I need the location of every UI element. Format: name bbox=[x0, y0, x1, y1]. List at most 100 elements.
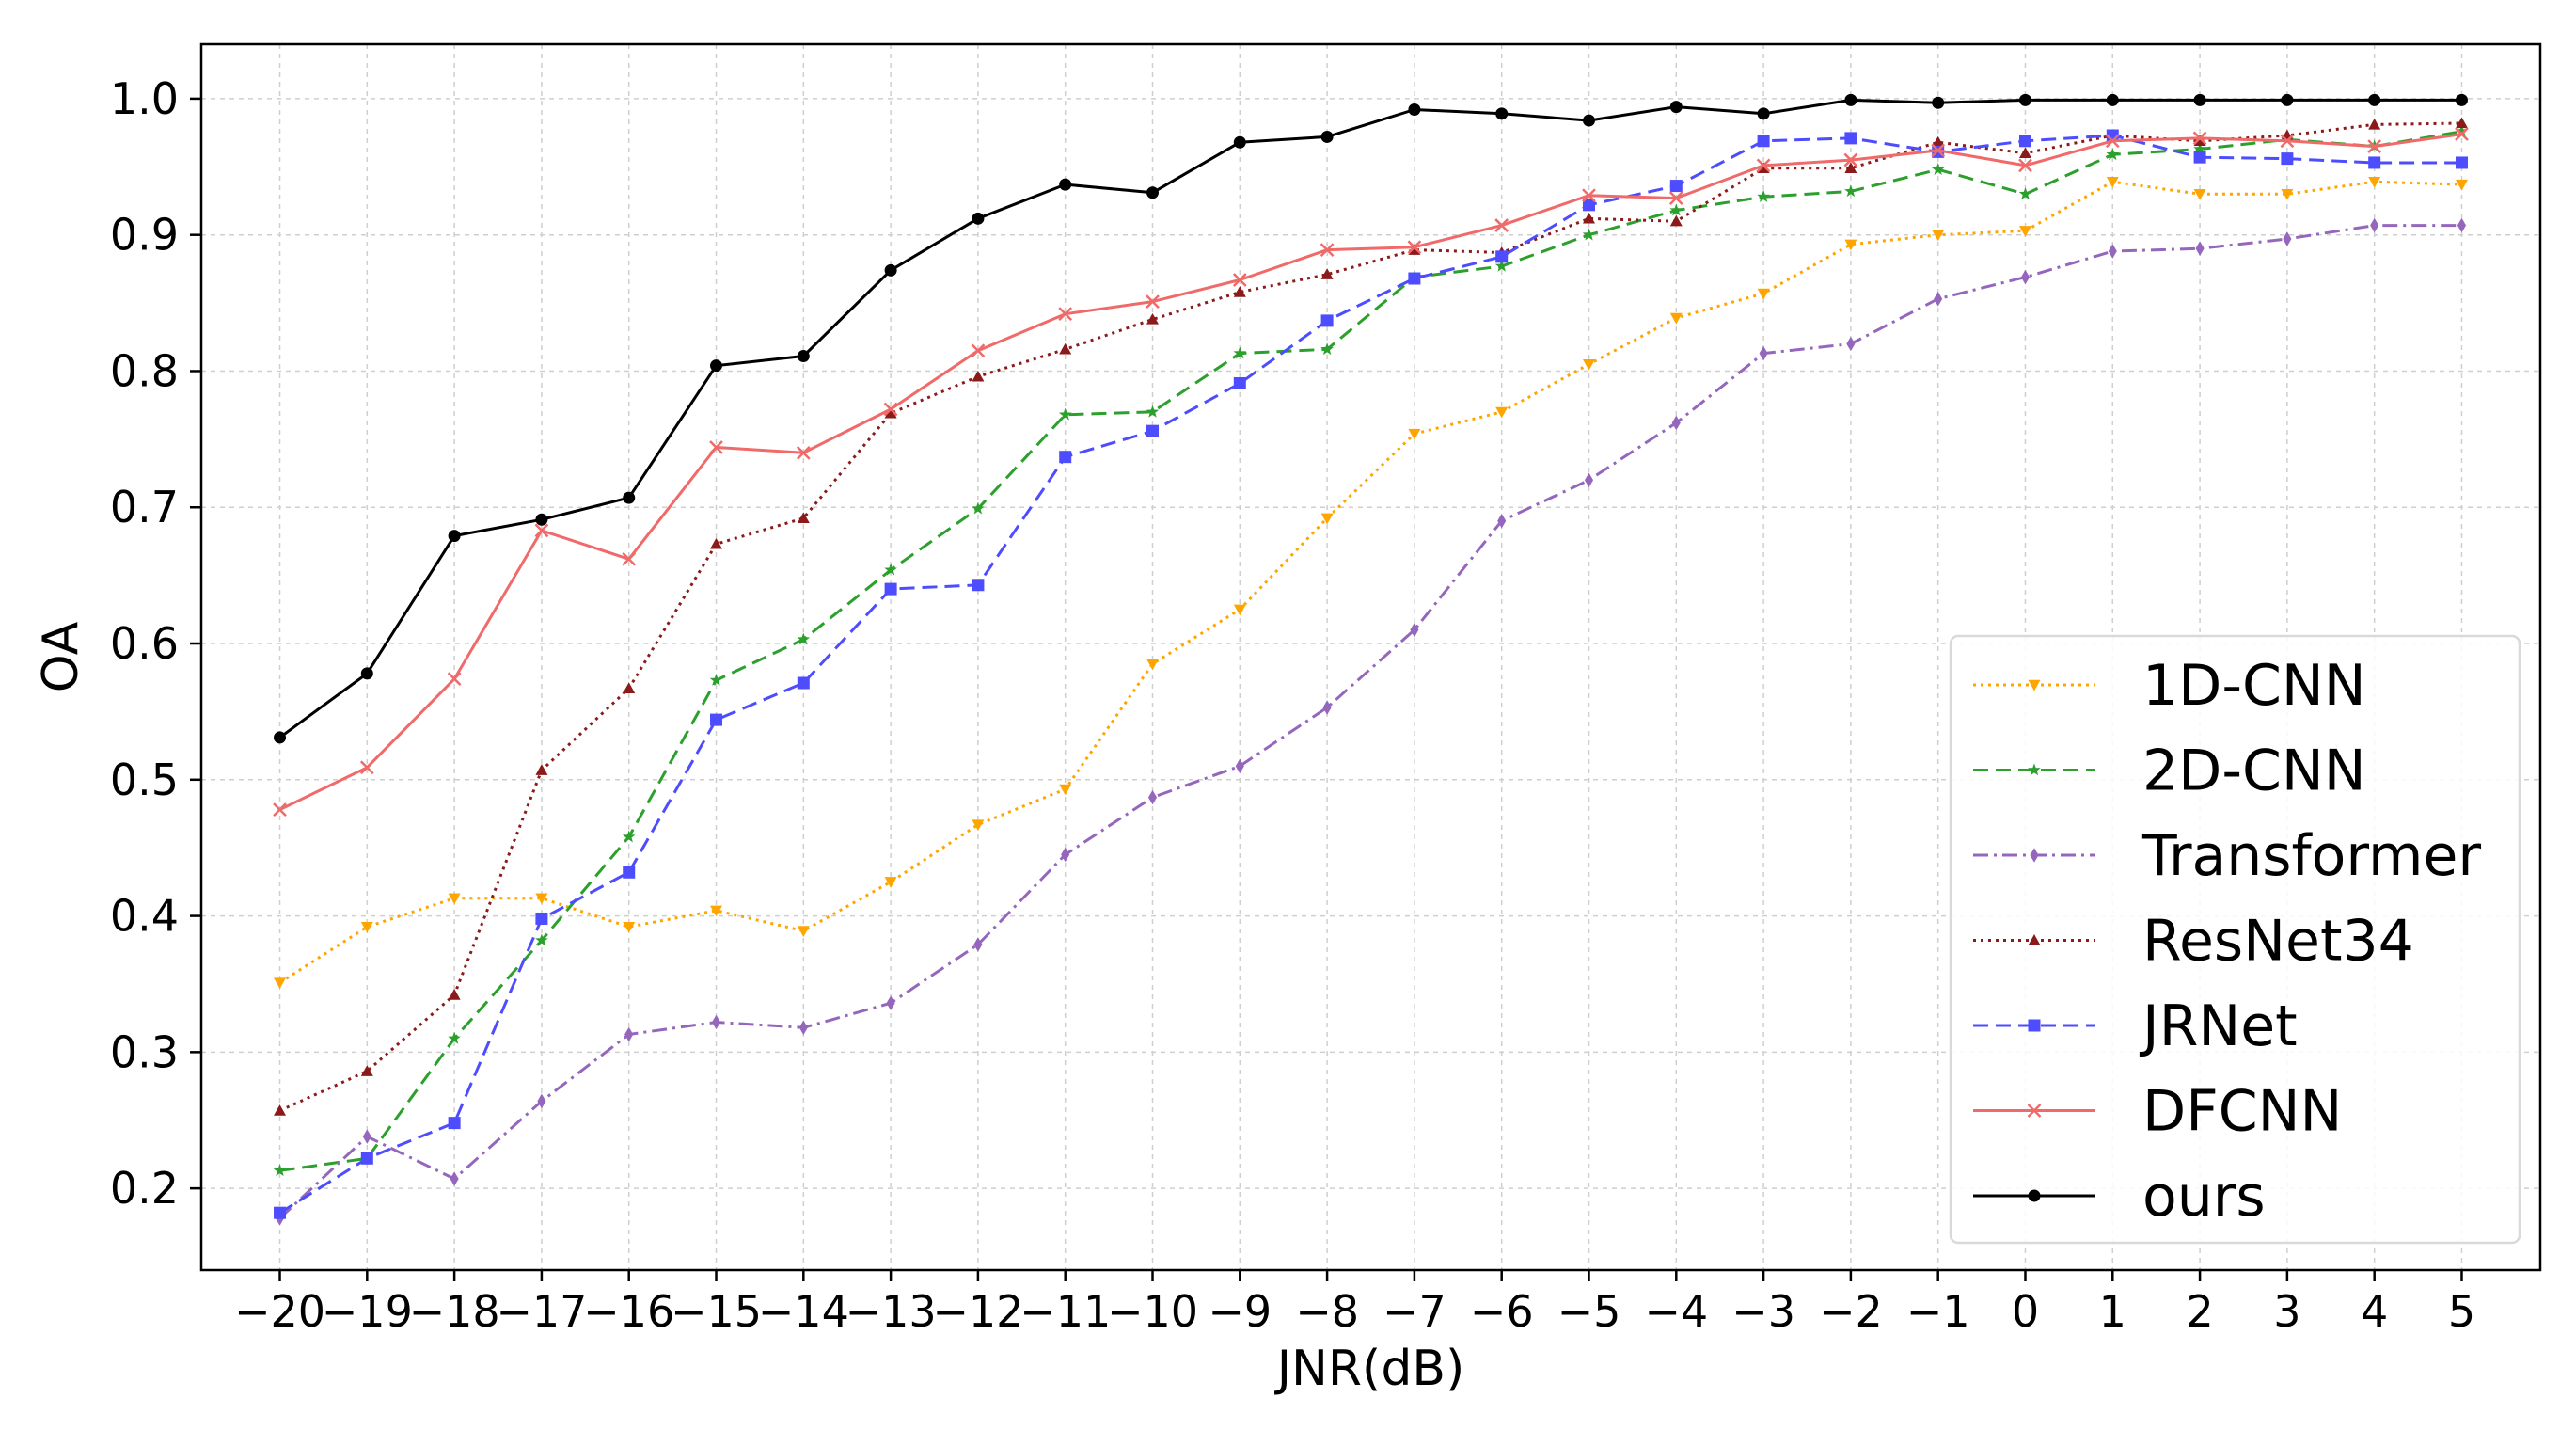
data-point bbox=[1932, 96, 1945, 109]
data-point bbox=[709, 440, 723, 454]
data-point bbox=[1669, 312, 1683, 325]
data-point bbox=[797, 676, 810, 690]
legend-box bbox=[1949, 634, 2521, 1245]
data-point bbox=[1844, 132, 1857, 145]
x-tick-label: 4 bbox=[2361, 1286, 2388, 1337]
data-point bbox=[710, 359, 723, 373]
data-point bbox=[535, 764, 548, 775]
x-tick-label: −11 bbox=[1019, 1286, 1111, 1337]
x-tick-label: −2 bbox=[1819, 1286, 1883, 1337]
data-point bbox=[448, 989, 461, 1000]
data-point bbox=[1407, 240, 1422, 255]
legend-entry: ours bbox=[1973, 1164, 2266, 1230]
legend-marker bbox=[2030, 848, 2039, 863]
data-point bbox=[1757, 190, 1770, 202]
data-point bbox=[1495, 107, 1509, 120]
data-point bbox=[2455, 127, 2469, 141]
data-point bbox=[1582, 199, 1595, 212]
data-point bbox=[1233, 285, 1246, 297]
data-point bbox=[710, 905, 723, 917]
data-point bbox=[884, 582, 897, 596]
data-point bbox=[359, 760, 374, 775]
x-tick-label: −9 bbox=[1208, 1286, 1272, 1337]
legend-label: 1D-CNN bbox=[2142, 653, 2366, 719]
data-point bbox=[710, 713, 723, 726]
data-point bbox=[1495, 406, 1509, 419]
series-dfcnn bbox=[273, 127, 2469, 818]
data-point bbox=[1757, 162, 1770, 173]
data-point bbox=[710, 537, 723, 549]
data-point bbox=[535, 513, 548, 526]
y-axis: 0.2 0.3 0.4 0.5 0.6 0.7 0.8 0.9 1.0 bbox=[110, 73, 201, 1214]
data-point bbox=[2106, 148, 2120, 161]
legend-entry: 2D-CNN bbox=[1973, 739, 2366, 804]
x-tick-label: −13 bbox=[845, 1286, 937, 1337]
x-tick-label: 1 bbox=[2099, 1286, 2126, 1337]
data-point bbox=[1584, 472, 1594, 488]
data-point bbox=[1669, 214, 1683, 227]
data-point bbox=[1931, 143, 1946, 158]
data-point bbox=[1582, 212, 1595, 224]
data-point bbox=[1061, 847, 1070, 863]
series-line bbox=[278, 121, 2462, 1112]
legend-entry: 1D-CNN bbox=[1973, 653, 2366, 719]
data-point bbox=[1146, 186, 1160, 199]
data-point bbox=[2367, 139, 2382, 153]
data-point bbox=[1408, 428, 1421, 440]
data-point bbox=[2018, 93, 2031, 106]
data-point bbox=[623, 491, 636, 504]
y-tick-label: 0.3 bbox=[110, 1026, 179, 1077]
data-point bbox=[972, 212, 985, 225]
x-tick-label: −15 bbox=[671, 1286, 762, 1337]
data-point bbox=[973, 937, 983, 952]
data-point bbox=[448, 1031, 461, 1044]
y-axis-label: OA bbox=[33, 621, 89, 692]
data-point bbox=[884, 406, 897, 419]
legend-marker bbox=[2028, 1189, 2041, 1202]
series-line bbox=[278, 224, 2462, 1220]
x-tick-label: −19 bbox=[322, 1286, 413, 1337]
data-point bbox=[1146, 659, 1160, 671]
x-tick-label: −5 bbox=[1557, 1286, 1621, 1337]
data-point bbox=[1931, 163, 1945, 175]
data-point bbox=[448, 893, 461, 905]
data-point bbox=[2020, 269, 2031, 285]
series-line bbox=[278, 133, 2462, 812]
data-point bbox=[2281, 189, 2294, 200]
data-point bbox=[2193, 135, 2206, 146]
legend-label: Transformer bbox=[2141, 823, 2481, 889]
data-point bbox=[796, 445, 811, 460]
x-tick-label: −10 bbox=[1107, 1286, 1198, 1337]
x-tick-label: −16 bbox=[583, 1286, 674, 1337]
data-point bbox=[1497, 513, 1507, 529]
data-point bbox=[1059, 784, 1072, 796]
x-axis-label: JNR(dB) bbox=[1274, 1341, 1465, 1397]
data-point bbox=[971, 343, 986, 358]
data-point bbox=[1494, 218, 1509, 232]
data-point bbox=[711, 1014, 721, 1030]
data-point bbox=[1408, 103, 1421, 116]
data-point bbox=[972, 370, 985, 382]
data-point bbox=[1146, 424, 1160, 437]
data-point bbox=[1759, 345, 1768, 361]
data-point bbox=[1582, 114, 1595, 127]
y-tick-label: 0.2 bbox=[110, 1163, 179, 1214]
data-point bbox=[1408, 244, 1421, 255]
data-point bbox=[1582, 188, 1596, 203]
legend-entry: JRNet bbox=[1973, 993, 2298, 1059]
data-point bbox=[1582, 228, 1596, 241]
legend-marker bbox=[2028, 763, 2041, 776]
data-point bbox=[886, 995, 895, 1011]
data-point bbox=[535, 933, 548, 946]
data-point bbox=[447, 672, 462, 687]
data-point bbox=[1146, 294, 1160, 310]
data-point bbox=[1757, 107, 1770, 120]
data-point bbox=[360, 921, 373, 933]
data-point bbox=[1233, 135, 1246, 149]
data-point bbox=[2370, 217, 2379, 233]
legend-label: JRNet bbox=[2139, 993, 2298, 1059]
x-tick-label: 2 bbox=[2186, 1286, 2213, 1337]
data-point bbox=[2018, 226, 2031, 237]
data-point bbox=[1320, 268, 1334, 279]
